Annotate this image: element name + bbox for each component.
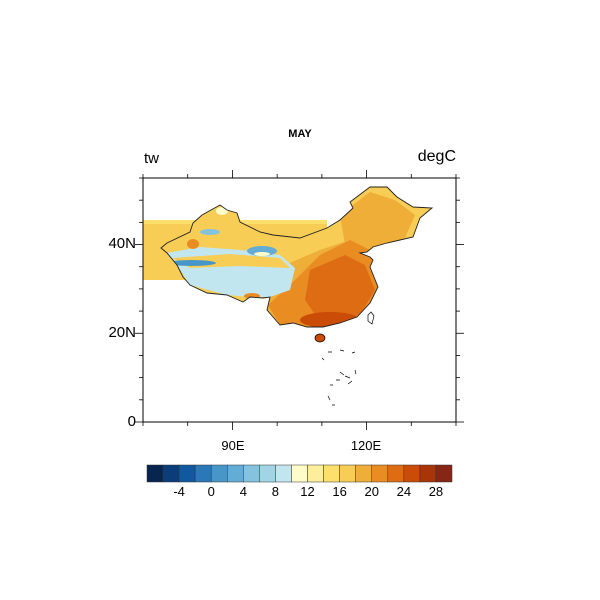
colorbar-label: -4: [173, 484, 185, 499]
colorbar-box: [210, 464, 228, 483]
axis-ticks: [135, 170, 464, 430]
colorbar-label: 0: [207, 484, 215, 499]
units-label: degC: [417, 148, 456, 165]
colorbar-label: 8: [271, 484, 280, 499]
colorbar-label: 24: [396, 484, 412, 499]
colorbar-label: 20: [364, 484, 379, 499]
colorbar-box: [194, 464, 212, 483]
taiwan-outline: [367, 311, 375, 325]
colorbar-box: [355, 464, 372, 483]
lon-label-120e: 120E: [350, 438, 382, 453]
colorbar-box: [146, 464, 164, 483]
colorbar-label: 28: [428, 484, 444, 499]
colorbar-label: 4: [239, 484, 247, 499]
colorbar-box: [307, 464, 324, 483]
colorbar-box: [403, 464, 421, 483]
south-china-sea-islands: [321, 349, 357, 406]
colorbar-box: [178, 464, 196, 483]
colorbar-box: [227, 464, 244, 483]
variable-label: tw: [144, 150, 159, 167]
colorbar-box: [339, 464, 356, 483]
colorbar-box: [259, 464, 276, 483]
lat-label-20n: 20N: [108, 324, 136, 341]
colorbar-box: [275, 464, 292, 483]
temperature-field: [143, 187, 432, 343]
colorbar-label: 16: [332, 484, 347, 499]
colorbar-box: [323, 464, 340, 483]
lat-label-40n: 40N: [108, 235, 136, 252]
plot-title: MAY: [288, 128, 312, 140]
colorbar-box: [162, 464, 180, 483]
map-frame: [142, 177, 457, 423]
hainan: [314, 333, 326, 343]
colorbar-box: [419, 464, 437, 483]
colorbar-box: [387, 464, 405, 483]
lat-label-0: 0: [127, 413, 136, 430]
colorbar-label: 12: [300, 484, 315, 499]
colorbar-box: [291, 464, 308, 483]
colorbar-box: [371, 464, 389, 483]
colorbar: [146, 464, 453, 483]
lon-label-90e: 90E: [221, 438, 245, 453]
colorbar-box: [243, 464, 260, 483]
colorbar-box: [435, 464, 453, 483]
